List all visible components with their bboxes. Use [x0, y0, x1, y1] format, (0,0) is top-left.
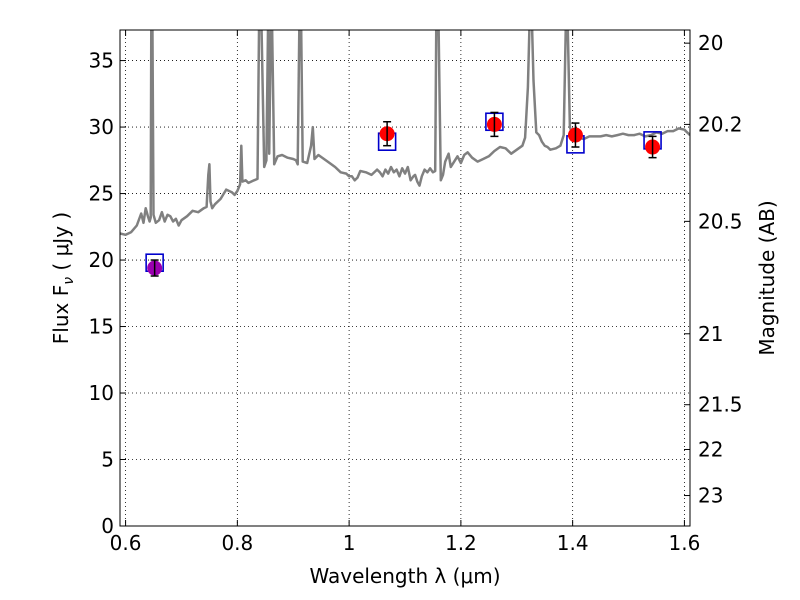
y2-tick-label: 22: [698, 437, 723, 461]
y2-tick-label: 20.2: [698, 112, 743, 136]
y2-tick-label: 20: [698, 31, 723, 55]
x-tick-label: 1: [343, 531, 356, 555]
plot-frame: [119, 29, 691, 527]
x-axis-label: Wavelength λ (μm): [309, 564, 500, 588]
y2-tick-label: 21.5: [698, 393, 743, 417]
y-axis-label-sub: ν: [61, 277, 77, 285]
y-tick-label: 30: [89, 115, 114, 139]
x-tick-label: 0.8: [221, 531, 253, 555]
y2-tick-label: 20.5: [698, 209, 743, 233]
grid-lines: [120, 30, 690, 527]
y2-axis-label: Magnitude (AB): [755, 200, 779, 355]
y2-tick-label: 21: [698, 322, 723, 346]
y-tick-label: 35: [89, 49, 114, 73]
data-markers: [145, 111, 662, 277]
y-axis-label: Flux Fν ( μJy ): [49, 212, 77, 344]
x-tick-label: 1.6: [669, 531, 701, 555]
y-axis-label-main: Flux F: [49, 285, 73, 344]
y2-tick-label: 23: [698, 484, 723, 508]
spectrum-line: [120, 30, 690, 237]
y-axis-ticks: 0 5 10 15 20 25 30 35: [89, 49, 126, 538]
y-tick-label: 20: [89, 248, 114, 272]
y2-axis-ticks: 20 20.2 20.5 21 21.5 22 23: [684, 31, 743, 508]
x-tick-label: 1.4: [557, 531, 589, 555]
x-axis-ticks: 0.6 0.8 1 1.2 1.4 1.6: [110, 30, 701, 555]
x-tick-label: 1.2: [445, 531, 477, 555]
y-axis-label-unit: ( μJy ): [49, 212, 73, 277]
x-tick-label: 0.6: [110, 531, 142, 555]
y-tick-label: 25: [89, 182, 114, 206]
y-tick-label: 15: [89, 315, 114, 339]
y-tick-label: 10: [89, 381, 114, 405]
y-tick-label: 0: [101, 514, 114, 538]
y-tick-label: 5: [101, 448, 114, 472]
spectrum-layer: [120, 30, 690, 237]
